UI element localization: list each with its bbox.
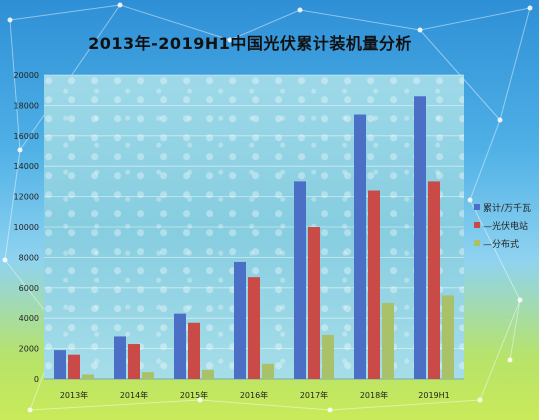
y-tick-label: 14000 <box>14 162 39 171</box>
legend-item-cumulative: 累计/万千瓦 <box>474 198 531 216</box>
network-node <box>507 357 513 363</box>
bar-0-6 <box>414 96 426 379</box>
legend: 累计/万千瓦 —光伏电站 —分布式 <box>474 198 531 252</box>
x-tick-label: 2013年 <box>60 390 88 400</box>
legend-swatch-cumulative <box>474 204 480 210</box>
network-node <box>497 117 503 123</box>
network-line <box>469 119 501 201</box>
network-line <box>419 7 531 31</box>
y-tick-label: 10000 <box>14 223 39 232</box>
network-line <box>229 9 301 41</box>
legend-swatch-distributed <box>474 240 480 246</box>
network-node <box>417 27 423 33</box>
network-line <box>4 149 21 261</box>
bar-0-4 <box>294 181 306 379</box>
x-tick-label: 2015年 <box>180 390 208 400</box>
network-node <box>117 2 123 8</box>
network-node <box>327 407 333 413</box>
y-tick-label: 8000 <box>19 253 39 262</box>
network-node <box>517 297 523 303</box>
network-node <box>2 257 8 263</box>
network-line <box>299 9 421 31</box>
bar-0-0 <box>54 350 66 379</box>
bar-1-3 <box>248 277 260 379</box>
bar-1-2 <box>188 322 200 379</box>
legend-swatch-utility <box>474 222 480 228</box>
bar-2-3 <box>262 363 274 379</box>
x-tick-label: 2014年 <box>120 390 148 400</box>
y-tick-label: 0 <box>34 375 39 384</box>
bar-0-2 <box>174 313 186 379</box>
network-node <box>7 17 13 23</box>
x-tick-label: 2019H1 <box>418 391 449 400</box>
bar-1-5 <box>368 190 380 379</box>
y-tick-label: 4000 <box>19 314 39 323</box>
network-line <box>9 4 121 21</box>
chart-title: 2013年-2019H1中国光伏累计装机量分析 <box>88 34 412 53</box>
network-node <box>467 197 473 203</box>
network-node <box>297 7 303 13</box>
y-tick-label: 2000 <box>19 345 39 354</box>
bar-0-5 <box>354 114 366 380</box>
bar-2-4 <box>322 334 334 379</box>
y-tick-label: 20000 <box>14 71 39 80</box>
network-node <box>17 147 23 153</box>
network-line <box>199 399 331 411</box>
y-tick-label: 16000 <box>14 132 39 141</box>
network-line <box>119 4 231 41</box>
legend-item-distributed: —分布式 <box>474 234 531 252</box>
bar-1-4 <box>308 227 320 379</box>
legend-label-utility: —光伏电站 <box>483 221 529 232</box>
x-tick-label: 2016年 <box>240 390 268 400</box>
y-tick-label: 12000 <box>14 193 39 202</box>
bar-1-6 <box>428 181 440 379</box>
legend-label-cumulative: 累计/万千瓦 <box>483 203 532 214</box>
network-node <box>227 37 233 43</box>
network-line <box>469 199 521 301</box>
network-line <box>29 399 201 411</box>
network-node <box>197 397 203 403</box>
legend-item-utility: —光伏电站 <box>474 216 531 234</box>
y-tick-label: 6000 <box>19 284 39 293</box>
network-node <box>27 407 33 413</box>
bar-2-6 <box>442 295 454 379</box>
bar-2-2 <box>202 369 214 379</box>
x-tick-label: 2018年 <box>360 390 388 400</box>
network-line <box>479 299 521 401</box>
y-tick-label: 18000 <box>14 101 39 110</box>
bar-2-5 <box>382 303 394 379</box>
legend-label-distributed: —分布式 <box>483 239 520 250</box>
bar-1-1 <box>128 344 140 379</box>
bar-2-0 <box>82 374 94 379</box>
network-node <box>527 5 533 11</box>
network-line <box>329 399 481 411</box>
network-line <box>499 7 531 121</box>
bar-0-3 <box>234 261 246 379</box>
bar-0-1 <box>114 336 126 379</box>
network-line <box>509 299 521 361</box>
bar-2-1 <box>142 372 154 379</box>
x-tick-label: 2017年 <box>300 390 328 400</box>
bar-1-0 <box>68 354 80 379</box>
network-line <box>9 19 21 151</box>
network-node <box>477 397 483 403</box>
